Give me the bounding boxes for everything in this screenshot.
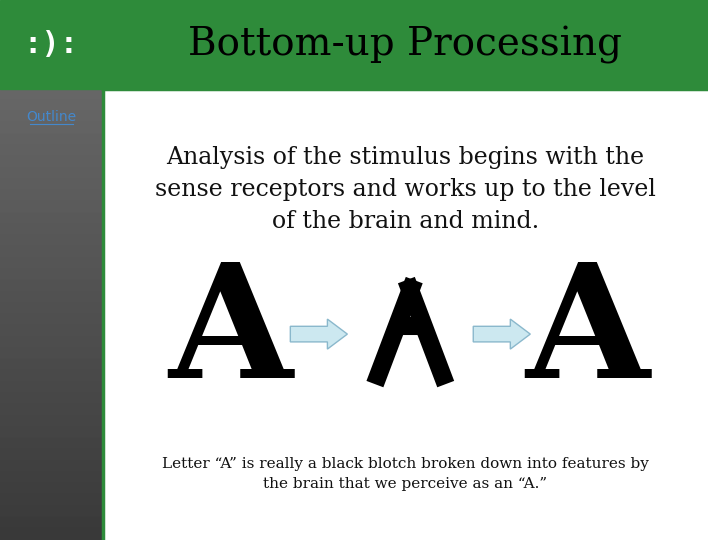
Text: Outline: Outline [26,110,76,124]
Bar [0,224,103,235]
Bar [0,156,103,168]
Bar [0,235,103,247]
Bar [0,415,103,427]
Bar [0,190,103,202]
Text: Letter “A” is really a black blotch broken down into features by
the brain that : Letter “A” is really a black blotch brok… [162,457,649,491]
Bar [0,505,103,517]
Bar [0,292,103,303]
Bar [0,495,103,506]
Text: :):: :): [24,30,79,59]
Bar [0,427,103,438]
Bar [0,404,103,416]
Bar [0,100,103,112]
Text: A: A [168,257,292,411]
Bar [0,213,103,225]
Bar [0,348,103,360]
Bar [0,179,103,191]
Bar [0,483,103,495]
Bar [0,359,103,371]
Bar [0,393,103,405]
Bar [0,123,103,134]
Bar [0,472,103,484]
Bar [0,528,103,540]
Bar [0,0,708,89]
Bar [0,89,103,100]
Bar [0,269,103,281]
Bar [0,314,103,326]
Text: A: A [526,257,649,411]
Bar [0,111,103,123]
Bar [0,246,103,258]
Polygon shape [473,319,531,349]
Bar [0,370,103,382]
Bar [0,167,103,179]
Bar [0,517,103,529]
Bar [0,201,103,213]
Text: Bottom-up Processing: Bottom-up Processing [189,25,622,64]
Bar [0,336,103,348]
Bar [0,145,103,157]
Bar [0,382,103,394]
Polygon shape [290,319,347,349]
Bar [0,438,103,450]
Bar [0,461,103,472]
Bar [0,449,103,461]
Bar [0,325,103,337]
Bar [0,134,103,145]
Bar [0,303,103,314]
Text: Analysis of the stimulus begins with the
sense receptors and works up to the lev: Analysis of the stimulus begins with the… [155,146,656,233]
Bar [0,280,103,292]
Bar [0,258,103,269]
